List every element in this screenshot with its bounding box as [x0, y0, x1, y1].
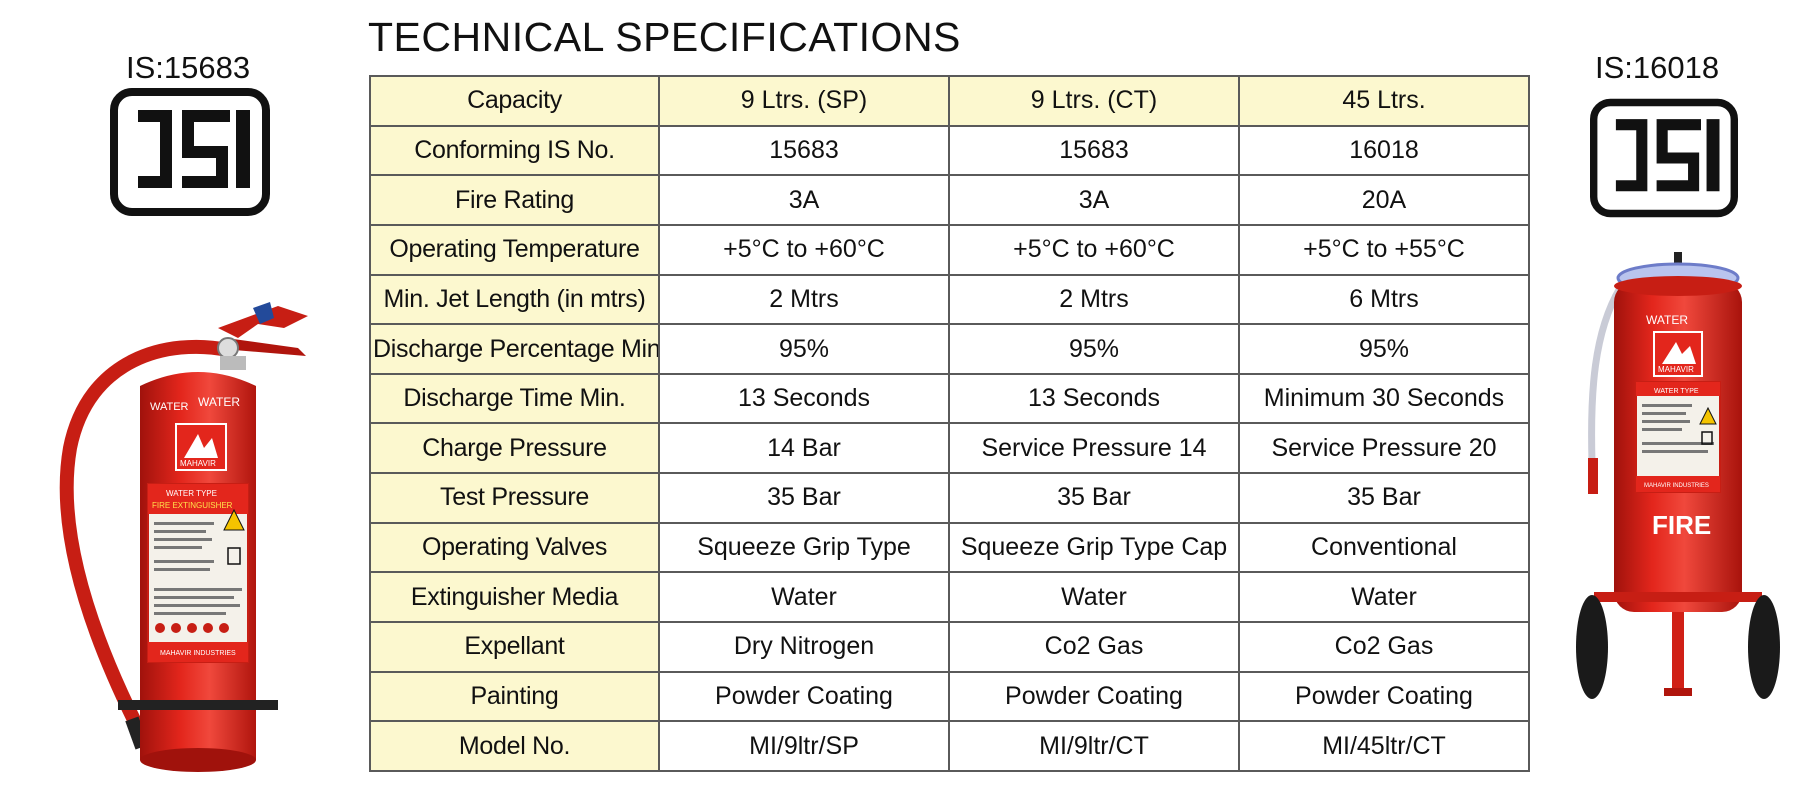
header-col-1: 9 Ltrs. (SP) [658, 75, 950, 127]
table-row: Model No. MI/9ltr/SP MI/9ltr/CT MI/45ltr/CT [369, 720, 1530, 772]
table-row: Painting Powder Coating Powder Coating Powd… [369, 670, 1530, 723]
table-row: Operating Temperature +5°C to +60°C +5°C t… [369, 223, 1530, 276]
row-cell: 14 Bar [658, 422, 950, 475]
row-cell: 6 Mtrs [1238, 273, 1530, 326]
row-cell: MI/9ltr/CT [948, 720, 1240, 772]
table-row: Expellant Dry Nitrogen Co2 Gas Co2 Gas [369, 621, 1530, 673]
table-row: Charge Pressure 14 Bar Service Pressure 14… [369, 422, 1530, 475]
row-cell: +5°C to +60°C [948, 223, 1240, 276]
row-cell: MI/45ltr/CT [1238, 720, 1530, 772]
row-label: Conforming IS No. [369, 124, 660, 177]
ext-right-type: WATER TYPE [1654, 388, 1699, 395]
table-row: Operating Valves Squeeze Grip Type Squeeze… [369, 521, 1530, 574]
row-cell: 35 Bar [948, 472, 1240, 524]
row-cell: 2 Mtrs [948, 273, 1240, 326]
ext-left-title: FIRE EXTINGUISHER [152, 501, 233, 510]
isi-mark-icon [110, 88, 270, 216]
row-label: Model No. [369, 720, 660, 772]
row-cell: 95% [658, 323, 950, 375]
table-row: Min. Jet Length (in mtrs) 2 Mtrs 2 Mtrs 6 M… [369, 273, 1530, 326]
row-cell: 35 Bar [1238, 472, 1530, 524]
spec-table: Capacity 9 Ltrs. (SP) 9 Ltrs. (CT) 45 Lt… [369, 75, 1530, 772]
ext-left-footer: MAHAVIR INDUSTRIES [160, 650, 236, 657]
row-label: Painting [369, 670, 660, 723]
table-row: Extinguisher Media Water Water Water [369, 571, 1530, 624]
row-cell: Service Pressure 20 [1238, 422, 1530, 475]
row-cell: Water [1238, 571, 1530, 624]
row-cell: 3A [658, 174, 950, 226]
isi-left-caption: IS:15683 [126, 50, 251, 85]
row-label: Test Pressure [369, 472, 660, 524]
row-cell: 2 Mtrs [658, 273, 950, 326]
ext-left-brand: MAHAVIR [180, 459, 216, 468]
page-title: TECHNICAL SPECIFICATIONS [368, 14, 961, 60]
row-cell: 95% [1238, 323, 1530, 375]
header-col-2: 9 Ltrs. (CT) [948, 75, 1240, 127]
row-cell: Squeeze Grip Type Cap [948, 521, 1240, 574]
row-cell: 3A [948, 174, 1240, 226]
ext-right-brand: MAHAVIR [1658, 365, 1694, 374]
row-label: Operating Valves [369, 521, 660, 574]
row-label: Discharge Time Min. [369, 372, 660, 425]
table-row: Fire Rating 3A 3A 20A [369, 174, 1530, 226]
ext-right-footer: MAHAVIR INDUSTRIES [1644, 483, 1709, 489]
row-cell: +5°C to +60°C [658, 223, 950, 276]
row-cell: 13 Seconds [658, 372, 950, 425]
row-label: Min. Jet Length (in mtrs) [369, 273, 660, 326]
header-label: Capacity [369, 75, 660, 127]
table-header-row: Capacity 9 Ltrs. (SP) 9 Ltrs. (CT) 45 Lt… [369, 75, 1530, 127]
row-cell: 15683 [948, 124, 1240, 177]
row-cell: Water [948, 571, 1240, 624]
row-cell: MI/9ltr/SP [658, 720, 950, 772]
isi-right-caption: IS:16018 [1595, 50, 1720, 85]
row-cell: 35 Bar [658, 472, 950, 524]
isi-mark-icon [1590, 98, 1738, 218]
row-cell: Powder Coating [658, 670, 950, 723]
row-cell: Powder Coating [948, 670, 1240, 723]
row-cell: Conventional [1238, 521, 1530, 574]
row-label: Expellant [369, 621, 660, 673]
ext-right-water-text: WATER [1646, 313, 1688, 327]
row-cell: 13 Seconds [948, 372, 1240, 425]
row-cell: +5°C to +55°C [1238, 223, 1530, 276]
row-cell: Co2 Gas [1238, 621, 1530, 673]
portable-water-fire-extinguisher-icon: WATER WATER MAHAVIR WATER TYPE FIRE EXTI… [59, 302, 308, 772]
row-cell: Water [658, 571, 950, 624]
ext-right-fire-text: FIRE [1652, 510, 1711, 540]
row-label: Charge Pressure [369, 422, 660, 475]
ext-left-water-text-2: WATER [198, 395, 240, 409]
header-col-3: 45 Ltrs. [1238, 75, 1530, 127]
row-label: Fire Rating [369, 174, 660, 226]
row-label: Extinguisher Media [369, 571, 660, 624]
row-cell: Powder Coating [1238, 670, 1530, 723]
table-row: Discharge Percentage Min. 95% 95% 95% [369, 323, 1530, 375]
row-label: Operating Temperature [369, 223, 660, 276]
row-cell: Co2 Gas [948, 621, 1240, 673]
row-cell: 15683 [658, 124, 950, 177]
trolley-water-fire-extinguisher-icon: WATER MAHAVIR WATER TYPE MAHAVIR INDUSTR… [1576, 252, 1780, 699]
row-cell: Service Pressure 14 [948, 422, 1240, 475]
row-cell: Minimum 30 Seconds [1238, 372, 1530, 425]
ext-left-type: WATER TYPE [166, 489, 217, 498]
row-cell: 95% [948, 323, 1240, 375]
row-cell: Squeeze Grip Type [658, 521, 950, 574]
table-row: Conforming IS No. 15683 15683 16018 [369, 124, 1530, 177]
ext-left-water-text-1: WATER [150, 401, 189, 413]
row-cell: 16018 [1238, 124, 1530, 177]
row-cell: 20A [1238, 174, 1530, 226]
table-row: Discharge Time Min. 13 Seconds 13 Seconds M… [369, 372, 1530, 425]
row-label: Discharge Percentage Min. [369, 323, 660, 375]
table-row: Test Pressure 35 Bar 35 Bar 35 Bar [369, 472, 1530, 524]
row-cell: Dry Nitrogen [658, 621, 950, 673]
